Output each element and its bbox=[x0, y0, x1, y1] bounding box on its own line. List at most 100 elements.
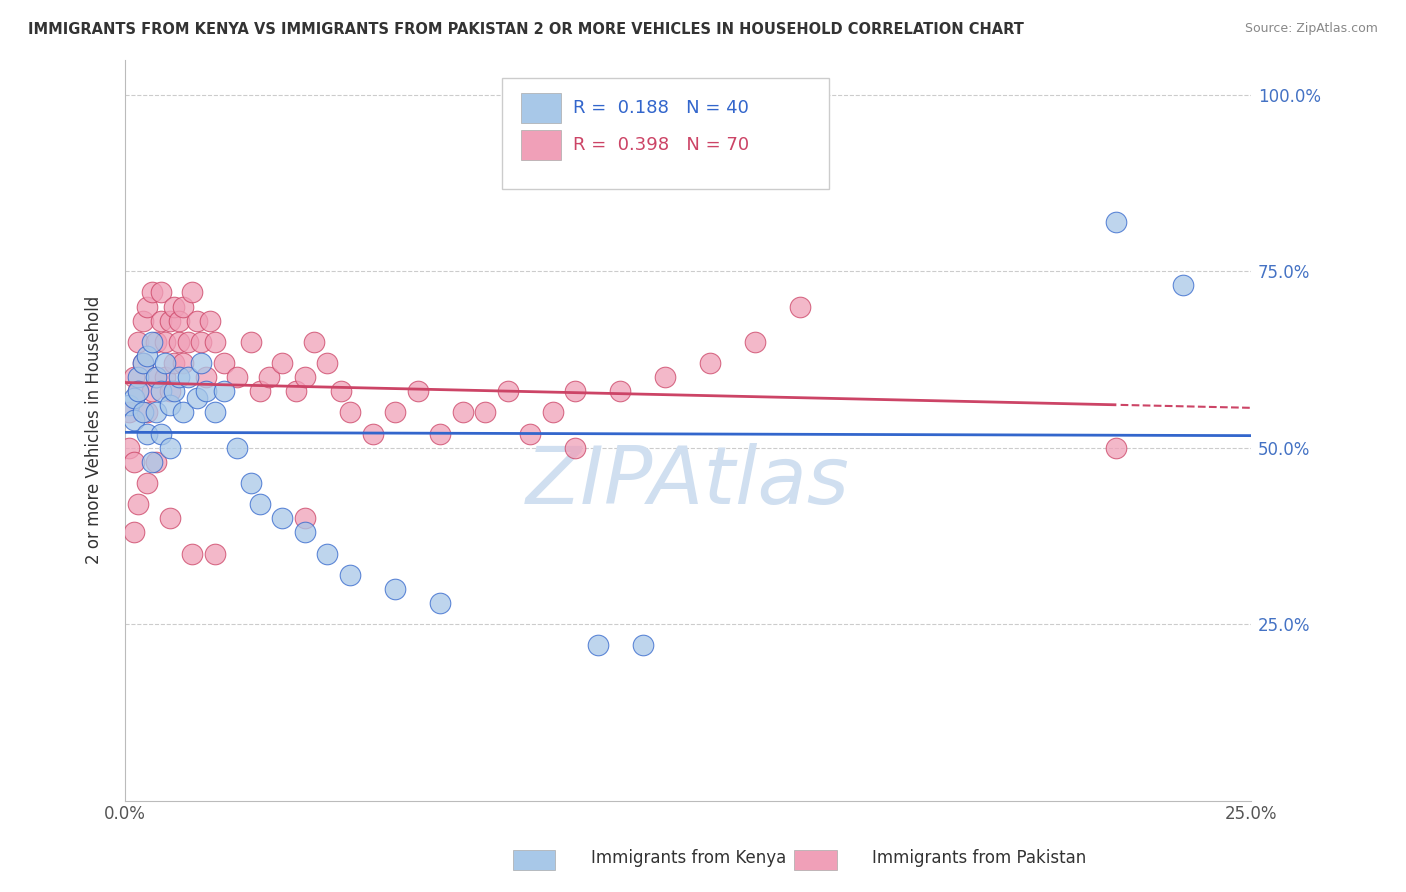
Point bbox=[294, 370, 316, 384]
Point bbox=[127, 497, 149, 511]
Point bbox=[145, 370, 167, 384]
Point bbox=[159, 398, 181, 412]
Point bbox=[631, 638, 654, 652]
Point bbox=[136, 476, 159, 491]
Point bbox=[172, 356, 194, 370]
Point bbox=[744, 334, 766, 349]
Point bbox=[118, 405, 141, 419]
Point bbox=[149, 314, 172, 328]
Point bbox=[181, 547, 204, 561]
Point bbox=[609, 384, 631, 399]
Point bbox=[172, 405, 194, 419]
Point bbox=[239, 476, 262, 491]
Point bbox=[172, 300, 194, 314]
Point bbox=[496, 384, 519, 399]
Point bbox=[316, 547, 339, 561]
Point bbox=[127, 370, 149, 384]
Point bbox=[181, 285, 204, 300]
Point bbox=[186, 314, 208, 328]
Point bbox=[118, 441, 141, 455]
Point bbox=[159, 384, 181, 399]
Text: R =  0.188   N = 40: R = 0.188 N = 40 bbox=[574, 99, 749, 117]
Point bbox=[132, 405, 155, 419]
Point bbox=[339, 405, 361, 419]
Point bbox=[122, 525, 145, 540]
Point bbox=[200, 314, 222, 328]
Point bbox=[159, 511, 181, 525]
Point bbox=[136, 426, 159, 441]
Text: IMMIGRANTS FROM KENYA VS IMMIGRANTS FROM PAKISTAN 2 OR MORE VEHICLES IN HOUSEHOL: IMMIGRANTS FROM KENYA VS IMMIGRANTS FROM… bbox=[28, 22, 1024, 37]
Point bbox=[122, 392, 145, 406]
Point bbox=[699, 356, 721, 370]
Point bbox=[285, 384, 308, 399]
Point bbox=[145, 455, 167, 469]
Point bbox=[163, 300, 186, 314]
Point bbox=[132, 314, 155, 328]
FancyBboxPatch shape bbox=[522, 130, 561, 160]
Point bbox=[519, 426, 541, 441]
Point bbox=[145, 334, 167, 349]
Point bbox=[194, 384, 217, 399]
Point bbox=[302, 334, 325, 349]
Point bbox=[141, 455, 163, 469]
Point bbox=[271, 356, 294, 370]
Point bbox=[257, 370, 280, 384]
Point bbox=[249, 497, 271, 511]
Point bbox=[451, 405, 474, 419]
Point bbox=[122, 412, 145, 426]
Point bbox=[127, 334, 149, 349]
Point bbox=[406, 384, 429, 399]
Point bbox=[1104, 441, 1126, 455]
Point bbox=[145, 370, 167, 384]
Point bbox=[167, 370, 190, 384]
Point bbox=[1173, 278, 1195, 293]
FancyBboxPatch shape bbox=[522, 93, 561, 122]
Point bbox=[316, 356, 339, 370]
Point bbox=[294, 511, 316, 525]
Point bbox=[789, 300, 811, 314]
Point bbox=[149, 426, 172, 441]
Point bbox=[384, 582, 406, 596]
Text: ZIPAtlas: ZIPAtlas bbox=[526, 443, 849, 521]
Point bbox=[541, 405, 564, 419]
Point bbox=[204, 547, 226, 561]
Text: Immigrants from Pakistan: Immigrants from Pakistan bbox=[872, 849, 1085, 867]
Point bbox=[339, 567, 361, 582]
Point bbox=[155, 356, 177, 370]
Point bbox=[145, 405, 167, 419]
Point bbox=[132, 356, 155, 370]
Point bbox=[204, 405, 226, 419]
Point bbox=[149, 384, 172, 399]
Point bbox=[118, 398, 141, 412]
Point bbox=[136, 300, 159, 314]
Point bbox=[177, 370, 200, 384]
Point bbox=[361, 426, 384, 441]
Point bbox=[384, 405, 406, 419]
Point bbox=[190, 334, 212, 349]
Point bbox=[122, 455, 145, 469]
Point bbox=[132, 356, 155, 370]
Point bbox=[429, 426, 451, 441]
Point bbox=[249, 384, 271, 399]
Point bbox=[177, 334, 200, 349]
Point bbox=[226, 370, 249, 384]
Point bbox=[212, 384, 235, 399]
Point bbox=[586, 638, 609, 652]
Point bbox=[149, 285, 172, 300]
Point bbox=[136, 349, 159, 363]
Point bbox=[163, 356, 186, 370]
Point bbox=[212, 356, 235, 370]
Y-axis label: 2 or more Vehicles in Household: 2 or more Vehicles in Household bbox=[86, 296, 103, 565]
Point bbox=[127, 384, 149, 399]
Point bbox=[271, 511, 294, 525]
Point bbox=[226, 441, 249, 455]
Point bbox=[564, 441, 586, 455]
Point bbox=[141, 285, 163, 300]
Point bbox=[163, 384, 186, 399]
Point bbox=[1104, 215, 1126, 229]
Point bbox=[294, 525, 316, 540]
Text: R =  0.398   N = 70: R = 0.398 N = 70 bbox=[574, 136, 749, 153]
Text: Immigrants from Kenya: Immigrants from Kenya bbox=[591, 849, 786, 867]
Point bbox=[159, 441, 181, 455]
Point bbox=[330, 384, 353, 399]
